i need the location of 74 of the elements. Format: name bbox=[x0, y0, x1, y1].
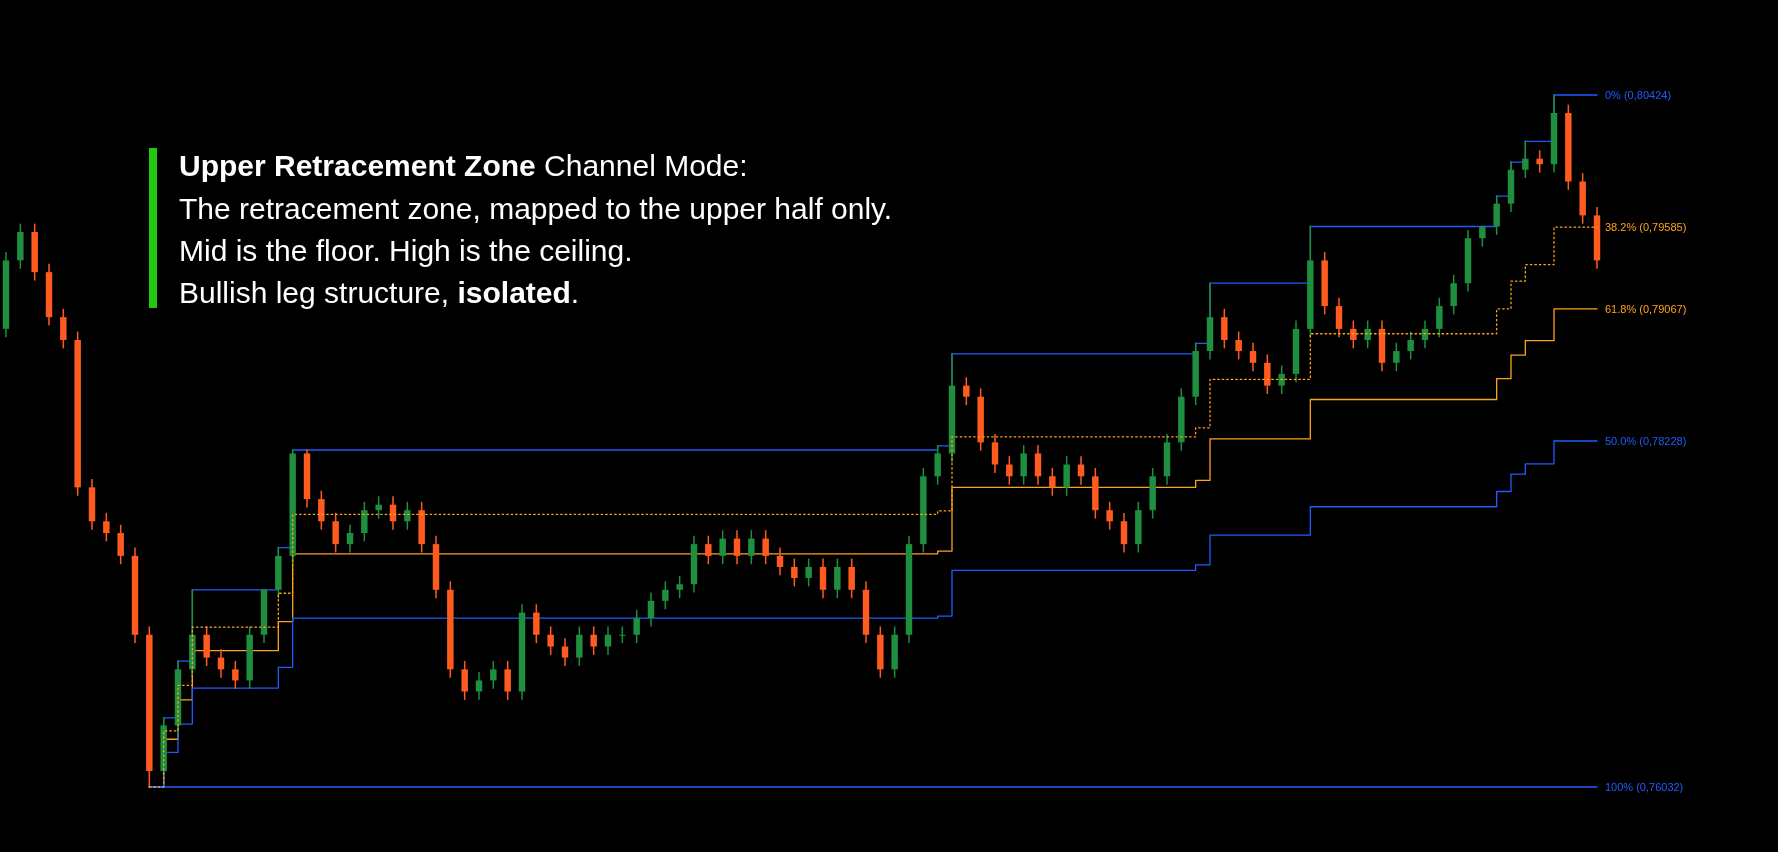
series-label: 0% (0,80424) bbox=[1605, 88, 1672, 101]
candlestick bbox=[203, 626, 210, 666]
candlestick bbox=[576, 626, 583, 666]
candlestick bbox=[1006, 456, 1013, 485]
candlestick bbox=[561, 638, 569, 666]
candlestick bbox=[318, 490, 325, 530]
annotation: Mid is the floor. High is the ceiling. bbox=[179, 234, 633, 267]
candlestick bbox=[1335, 297, 1343, 338]
candlestick bbox=[1536, 150, 1543, 173]
annotation: The retracement zone, mapped to the upper half only. bbox=[179, 192, 893, 225]
annotation: isolated bbox=[457, 276, 571, 309]
candlestick bbox=[1350, 320, 1357, 349]
candlestick bbox=[590, 626, 597, 655]
series-label: 100% (0,76032) bbox=[1605, 780, 1684, 793]
candlestick bbox=[963, 377, 970, 406]
candlestick bbox=[1450, 274, 1457, 315]
candlestick bbox=[647, 592, 655, 627]
candlestick bbox=[1249, 342, 1257, 372]
series-label: 50.0% (0,78228) bbox=[1605, 434, 1687, 447]
candlestick bbox=[719, 530, 726, 565]
candlestick bbox=[547, 626, 554, 655]
candlestick bbox=[819, 558, 827, 599]
candlestick bbox=[1221, 308, 1228, 349]
candlestick bbox=[1106, 501, 1113, 530]
candlestick bbox=[461, 661, 468, 700]
candlestick bbox=[1479, 225, 1486, 247]
candlestick bbox=[103, 512, 110, 542]
candlestick bbox=[404, 501, 411, 530]
candlestick bbox=[604, 626, 612, 655]
candlestick bbox=[1034, 445, 1042, 485]
candlestick bbox=[1120, 512, 1128, 553]
candlestick bbox=[662, 581, 669, 610]
candlestick bbox=[1493, 195, 1500, 235]
candlestick bbox=[533, 604, 540, 644]
candlestick bbox=[475, 672, 483, 700]
candlestick bbox=[1278, 365, 1285, 394]
candlestick bbox=[762, 530, 769, 565]
candlestick bbox=[676, 575, 683, 599]
candlestick bbox=[934, 445, 941, 485]
text: Upper Retracement Zone bbox=[179, 149, 536, 182]
candlestick bbox=[346, 524, 354, 553]
series-label: 61.8% (0,79067) bbox=[1605, 302, 1687, 315]
candlestick bbox=[1049, 467, 1056, 496]
candlestick bbox=[791, 558, 798, 587]
series-label: 38.2% (0,79585) bbox=[1605, 221, 1687, 234]
candlestick bbox=[1020, 445, 1027, 485]
annotation: . bbox=[570, 276, 580, 309]
candlestick bbox=[1264, 354, 1271, 394]
candlestick bbox=[834, 558, 841, 599]
candlestick bbox=[748, 530, 755, 565]
candlestick bbox=[776, 547, 784, 576]
candlestick bbox=[504, 661, 511, 700]
candlestick bbox=[1393, 342, 1400, 372]
candlestick bbox=[991, 434, 999, 473]
candlestick bbox=[1235, 331, 1242, 360]
candlestick bbox=[1364, 320, 1371, 349]
annotation: Bullish leg structure, bbox=[179, 276, 458, 309]
candlestick bbox=[117, 524, 124, 565]
candlestick bbox=[332, 512, 339, 553]
candlestick bbox=[805, 558, 812, 587]
candlestick bbox=[490, 661, 497, 689]
candlestick bbox=[1407, 331, 1414, 360]
text: Channel Mode: bbox=[535, 149, 748, 182]
candlestick bbox=[375, 496, 382, 519]
candlestick bbox=[1436, 297, 1443, 338]
candlestick bbox=[848, 558, 855, 599]
candlestick bbox=[705, 535, 712, 565]
candlestick bbox=[733, 530, 741, 565]
candlestick bbox=[1522, 140, 1529, 179]
candlestick bbox=[232, 661, 239, 689]
candlestick bbox=[361, 501, 368, 542]
candlestick bbox=[1063, 456, 1070, 496]
candlestick bbox=[60, 308, 67, 349]
candlestick bbox=[633, 609, 640, 644]
